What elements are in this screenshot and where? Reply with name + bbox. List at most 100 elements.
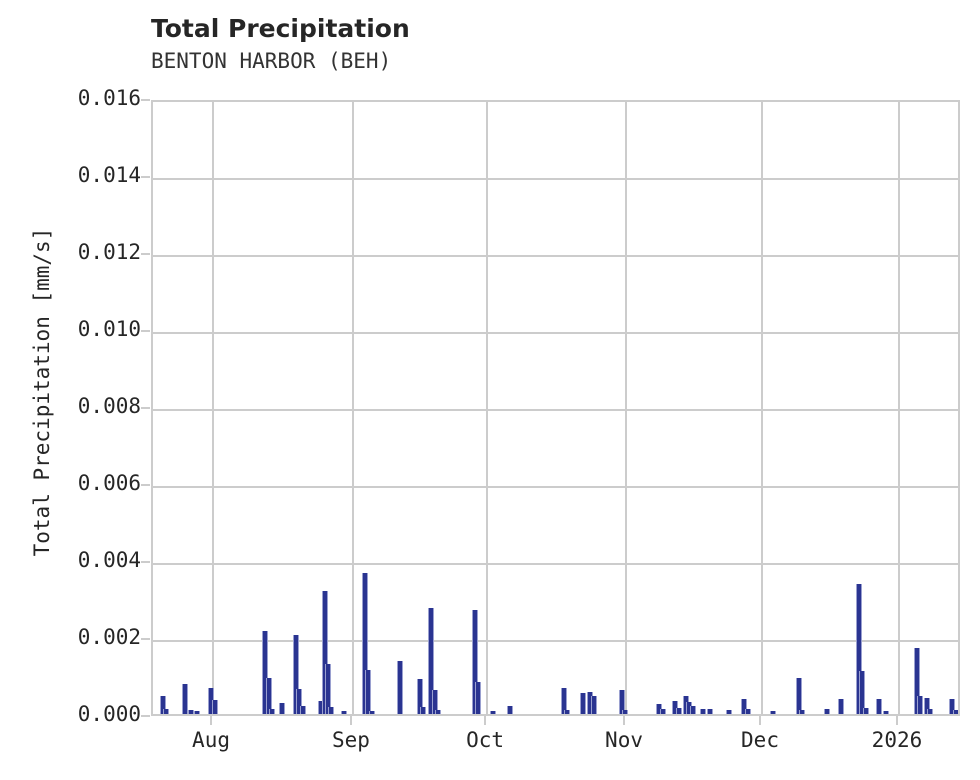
y-tick-label: 0.006 — [77, 471, 141, 495]
bar — [340, 710, 347, 714]
bar — [396, 660, 403, 714]
x-tick-mark — [623, 716, 626, 725]
bar — [471, 609, 478, 714]
bar — [619, 690, 626, 714]
y-tick-label: 0.016 — [77, 86, 141, 110]
y-tick-mark — [141, 561, 150, 563]
x-tick-label: Nov — [605, 728, 643, 752]
bar — [416, 678, 423, 714]
bar — [212, 699, 219, 714]
gridline-vertical — [897, 102, 900, 714]
bar — [924, 697, 931, 714]
bar — [726, 709, 732, 714]
bar — [261, 630, 268, 714]
bar — [700, 709, 707, 714]
bar — [420, 706, 427, 714]
gridline-vertical — [486, 102, 489, 714]
y-axis: Total Precipitation [mm/s] 0.000 0.002 0.0… — [0, 0, 150, 780]
bar — [369, 710, 376, 714]
y-tick-label: 0.014 — [77, 163, 141, 187]
y-tick-mark — [141, 484, 150, 486]
bar — [913, 647, 920, 714]
bar — [188, 710, 195, 714]
bar — [162, 709, 169, 714]
bar — [321, 590, 328, 714]
bar — [475, 682, 482, 714]
gridline-vertical — [351, 102, 354, 714]
plot-area — [151, 100, 960, 716]
bar — [823, 709, 830, 714]
bar — [159, 696, 166, 714]
y-tick-label: 0.012 — [77, 240, 141, 264]
bar — [590, 695, 597, 714]
bar — [927, 709, 934, 714]
bar — [506, 705, 513, 714]
bar — [279, 702, 286, 714]
y-tick-label: 0.002 — [77, 625, 141, 649]
y-tick-mark — [141, 253, 150, 255]
bar — [327, 707, 334, 714]
bar-series — [153, 102, 958, 714]
y-tick-label: 0.010 — [77, 317, 141, 341]
bar — [560, 687, 567, 714]
bar — [859, 670, 866, 714]
bar — [434, 710, 441, 714]
gridline-vertical — [212, 102, 215, 714]
bar — [741, 699, 748, 714]
gridline-horizontal — [153, 563, 958, 565]
gridline-horizontal — [153, 486, 958, 488]
bar — [769, 710, 776, 714]
y-tick-mark — [141, 330, 150, 332]
bar — [182, 683, 189, 714]
bar — [299, 706, 306, 714]
bar — [579, 692, 586, 714]
x-tick-label: Aug — [192, 728, 230, 752]
x-tick-label: 2026 — [871, 728, 923, 752]
bar — [293, 635, 300, 714]
y-tick-mark — [141, 407, 150, 409]
gridline-vertical — [625, 102, 628, 714]
bar — [916, 696, 923, 714]
bar — [265, 678, 272, 714]
x-tick-mark — [349, 716, 352, 725]
y-tick-mark — [141, 638, 150, 640]
bar — [431, 690, 438, 714]
bar — [875, 699, 882, 714]
bar — [268, 709, 275, 714]
bar — [707, 708, 714, 714]
bar — [862, 707, 869, 714]
y-tick-mark — [141, 99, 150, 101]
y-tick-label: 0.000 — [77, 702, 141, 726]
x-tick-mark — [895, 716, 898, 725]
bar — [949, 698, 956, 714]
bar — [798, 710, 805, 714]
y-tick-mark — [141, 176, 150, 178]
chart-subtitle: BENTON HARBOR (BEH) — [151, 49, 392, 73]
bar — [361, 573, 368, 714]
bar — [564, 709, 571, 714]
bar — [489, 711, 496, 714]
bar — [856, 583, 863, 714]
bar — [795, 677, 802, 714]
bar — [838, 699, 845, 714]
gridline-horizontal — [153, 255, 958, 257]
bar — [675, 707, 682, 714]
y-tick-label: 0.004 — [77, 548, 141, 572]
x-tick-mark — [484, 716, 487, 725]
bar — [689, 706, 696, 714]
bar — [296, 689, 303, 714]
x-tick-label: Dec — [741, 728, 779, 752]
y-tick-label: 0.008 — [77, 394, 141, 418]
bar — [953, 709, 958, 714]
gridline-horizontal — [153, 409, 958, 411]
bar — [365, 669, 372, 714]
x-tick-label: Sep — [332, 728, 370, 752]
x-tick-label: Oct — [466, 728, 504, 752]
y-tick-mark — [141, 715, 150, 717]
x-tick-mark — [210, 716, 213, 725]
bar — [744, 709, 751, 714]
bar — [671, 700, 678, 714]
bar — [622, 709, 629, 714]
gridline-horizontal — [153, 178, 958, 180]
